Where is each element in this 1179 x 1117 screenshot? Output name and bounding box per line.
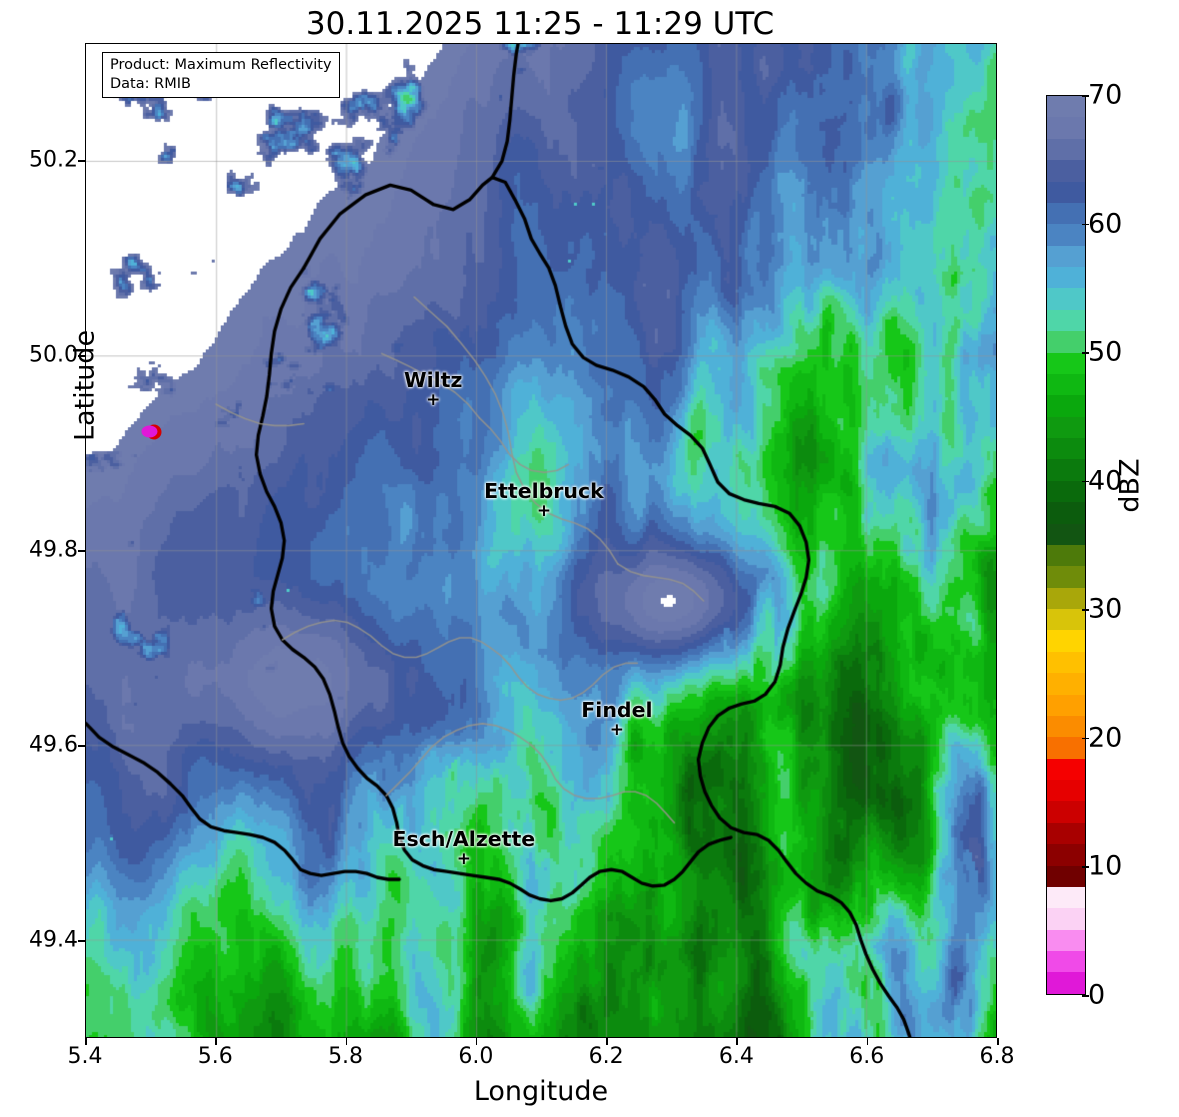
colorbar-band bbox=[1047, 694, 1085, 716]
colorbar-tick-label: 70 bbox=[1088, 79, 1123, 111]
colorbar-tick-label: 20 bbox=[1088, 722, 1123, 754]
colorbar-tick-label: 0 bbox=[1088, 979, 1106, 1011]
x-tick-mark bbox=[866, 1038, 869, 1045]
colorbar-tick-mark bbox=[1082, 223, 1089, 226]
colorbar-band bbox=[1047, 566, 1085, 588]
colorbar bbox=[1046, 95, 1086, 995]
colorbar-band bbox=[1047, 181, 1085, 203]
x-axis-label: Longitude bbox=[473, 1076, 609, 1107]
colorbar-band bbox=[1047, 587, 1085, 609]
colorbar-band bbox=[1047, 715, 1085, 738]
y-tick-label: 50.0 bbox=[29, 342, 78, 368]
x-tick-label: 6.4 bbox=[718, 1044, 754, 1069]
colorbar-tick-label: 50 bbox=[1088, 336, 1123, 368]
colorbar-band bbox=[1047, 267, 1085, 289]
x-tick-mark bbox=[215, 1038, 217, 1045]
y-tick-label: 49.4 bbox=[29, 927, 78, 953]
colorbar-band bbox=[1047, 737, 1085, 759]
colorbar-band bbox=[1047, 160, 1085, 182]
y-tick-label: 49.8 bbox=[29, 537, 78, 563]
colorbar-band bbox=[1047, 523, 1085, 545]
colorbar-band bbox=[1047, 480, 1085, 503]
colorbar-band bbox=[1047, 331, 1085, 353]
colorbar-band bbox=[1047, 459, 1085, 481]
x-tick-mark bbox=[736, 1038, 739, 1045]
colorbar-band bbox=[1047, 951, 1085, 973]
x-tick-label: 5.8 bbox=[328, 1044, 364, 1069]
colorbar-band bbox=[1047, 96, 1085, 118]
colorbar-tick-mark bbox=[1082, 95, 1089, 97]
colorbar-band bbox=[1047, 801, 1085, 823]
x-tick-label: 6.0 bbox=[458, 1044, 494, 1069]
colorbar-label: dBZ bbox=[1114, 458, 1146, 513]
colorbar-tick-mark bbox=[1082, 995, 1089, 997]
colorbar-tick-label: 10 bbox=[1088, 850, 1123, 882]
x-tick-label: 6.8 bbox=[979, 1044, 1015, 1069]
colorbar-band bbox=[1047, 202, 1085, 225]
y-tick-mark bbox=[78, 550, 85, 552]
colorbar-tick-mark bbox=[1082, 352, 1089, 354]
colorbar-band bbox=[1047, 138, 1085, 161]
colorbar-band bbox=[1047, 822, 1085, 845]
y-tick-mark bbox=[78, 160, 85, 162]
y-tick-mark bbox=[78, 355, 85, 357]
colorbar-band bbox=[1047, 758, 1085, 780]
colorbar-band bbox=[1047, 908, 1085, 930]
x-tick-mark bbox=[345, 1038, 348, 1045]
colorbar-tick-mark bbox=[1082, 866, 1089, 868]
colorbar-band bbox=[1047, 224, 1085, 246]
colorbar-band bbox=[1047, 502, 1085, 524]
y-tick-mark bbox=[78, 745, 85, 747]
colorbar-band bbox=[1047, 673, 1085, 695]
colorbar-tick-label: 40 bbox=[1088, 465, 1123, 497]
colorbar-band bbox=[1047, 651, 1085, 674]
x-tick-label: 5.4 bbox=[67, 1044, 103, 1069]
x-tick-label: 6.6 bbox=[849, 1044, 885, 1069]
colorbar-tick-mark bbox=[1082, 737, 1089, 740]
colorbar-band bbox=[1047, 780, 1085, 802]
x-tick-mark bbox=[606, 1038, 608, 1045]
colorbar-band bbox=[1047, 865, 1085, 887]
colorbar-band bbox=[1047, 609, 1085, 631]
colorbar-band bbox=[1047, 117, 1085, 139]
colorbar-band bbox=[1047, 309, 1085, 332]
map-borders-layer bbox=[86, 44, 996, 1037]
x-tick-label: 6.2 bbox=[588, 1044, 624, 1069]
info-data-line: Data: RMIB bbox=[110, 75, 191, 92]
colorbar-band bbox=[1047, 245, 1085, 267]
product-info-box: Product: Maximum Reflectivity Data: RMIB bbox=[102, 52, 340, 99]
colorbar-band bbox=[1047, 630, 1085, 652]
colorbar-tick-mark bbox=[1082, 480, 1089, 483]
colorbar-band bbox=[1047, 886, 1085, 909]
x-tick-mark bbox=[85, 1038, 87, 1045]
x-tick-mark bbox=[475, 1038, 478, 1045]
radar-site-marker bbox=[141, 424, 162, 440]
colorbar-band bbox=[1047, 416, 1085, 438]
colorbar-band bbox=[1047, 844, 1085, 866]
colorbar-tick-label: 60 bbox=[1088, 208, 1123, 240]
map-plot-area[interactable]: Product: Maximum Reflectivity Data: RMIB… bbox=[85, 43, 997, 1038]
colorbar-tick-label: 30 bbox=[1088, 593, 1123, 625]
y-axis-label: Latitude bbox=[69, 329, 101, 442]
y-tick-mark bbox=[78, 940, 85, 943]
colorbar-band bbox=[1047, 288, 1085, 310]
y-tick-label: 50.2 bbox=[29, 147, 78, 173]
colorbar-band bbox=[1047, 929, 1085, 951]
y-tick-label: 49.6 bbox=[29, 732, 78, 758]
colorbar-band bbox=[1047, 438, 1085, 460]
colorbar-band bbox=[1047, 373, 1085, 396]
figure-title: 30.11.2025 11:25 - 11:29 UTC bbox=[305, 6, 775, 42]
colorbar-band bbox=[1047, 352, 1085, 374]
colorbar-band bbox=[1047, 544, 1085, 567]
x-tick-mark bbox=[997, 1038, 999, 1045]
x-tick-label: 5.6 bbox=[197, 1044, 233, 1069]
colorbar-band bbox=[1047, 395, 1085, 417]
colorbar-band bbox=[1047, 972, 1085, 994]
colorbar-tick-mark bbox=[1082, 609, 1089, 611]
info-product-line: Product: Maximum Reflectivity bbox=[110, 57, 332, 73]
